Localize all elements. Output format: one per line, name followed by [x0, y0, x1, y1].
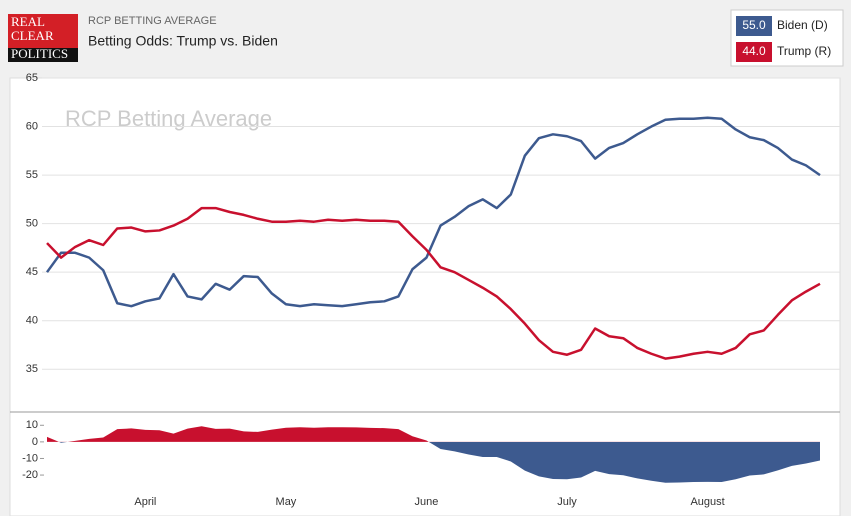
y-tick-label: 45 — [26, 266, 38, 278]
y-tick-label: 50 — [26, 218, 38, 230]
watermark: RCP Betting Average — [65, 106, 272, 131]
legend-swatch — [736, 16, 772, 36]
logo-text: POLITICS — [11, 46, 68, 61]
y-tick-label: -10 — [22, 452, 38, 464]
legend-value: 55.0 — [742, 18, 766, 32]
spread-area — [47, 426, 820, 483]
y-tick-label: 35 — [26, 363, 38, 375]
series-line — [45, 116, 821, 308]
x-tick-label: April — [134, 496, 156, 508]
x-tick-label: May — [276, 496, 297, 508]
legend-label: Trump (R) — [777, 44, 831, 58]
legend-value: 44.0 — [742, 44, 766, 58]
x-tick-label: August — [690, 496, 724, 508]
logo-text: CLEAR — [11, 28, 54, 43]
logo[interactable]: REAL CLEAR POLITICS — [8, 14, 78, 62]
y-tick-label: 40 — [26, 315, 38, 327]
x-tick-label: July — [557, 496, 577, 508]
y-tick-label: -20 — [22, 469, 38, 481]
y-tick-label: 65 — [26, 72, 38, 84]
y-tick-label: 10 — [26, 419, 38, 431]
series-line — [46, 206, 821, 360]
kicker: RCP BETTING AVERAGE — [88, 15, 217, 27]
y-tick-label: 60 — [26, 120, 38, 132]
y-tick-label: 55 — [26, 169, 38, 181]
chart-title: Betting Odds: Trump vs. Biden — [88, 33, 278, 49]
x-tick-label: June — [415, 496, 439, 508]
logo-band — [8, 48, 78, 62]
logo-text: REAL — [11, 14, 45, 29]
legend-swatch — [736, 42, 772, 62]
y-tick-label: 0 — [32, 436, 38, 448]
legend-label: Biden (D) — [777, 18, 828, 32]
